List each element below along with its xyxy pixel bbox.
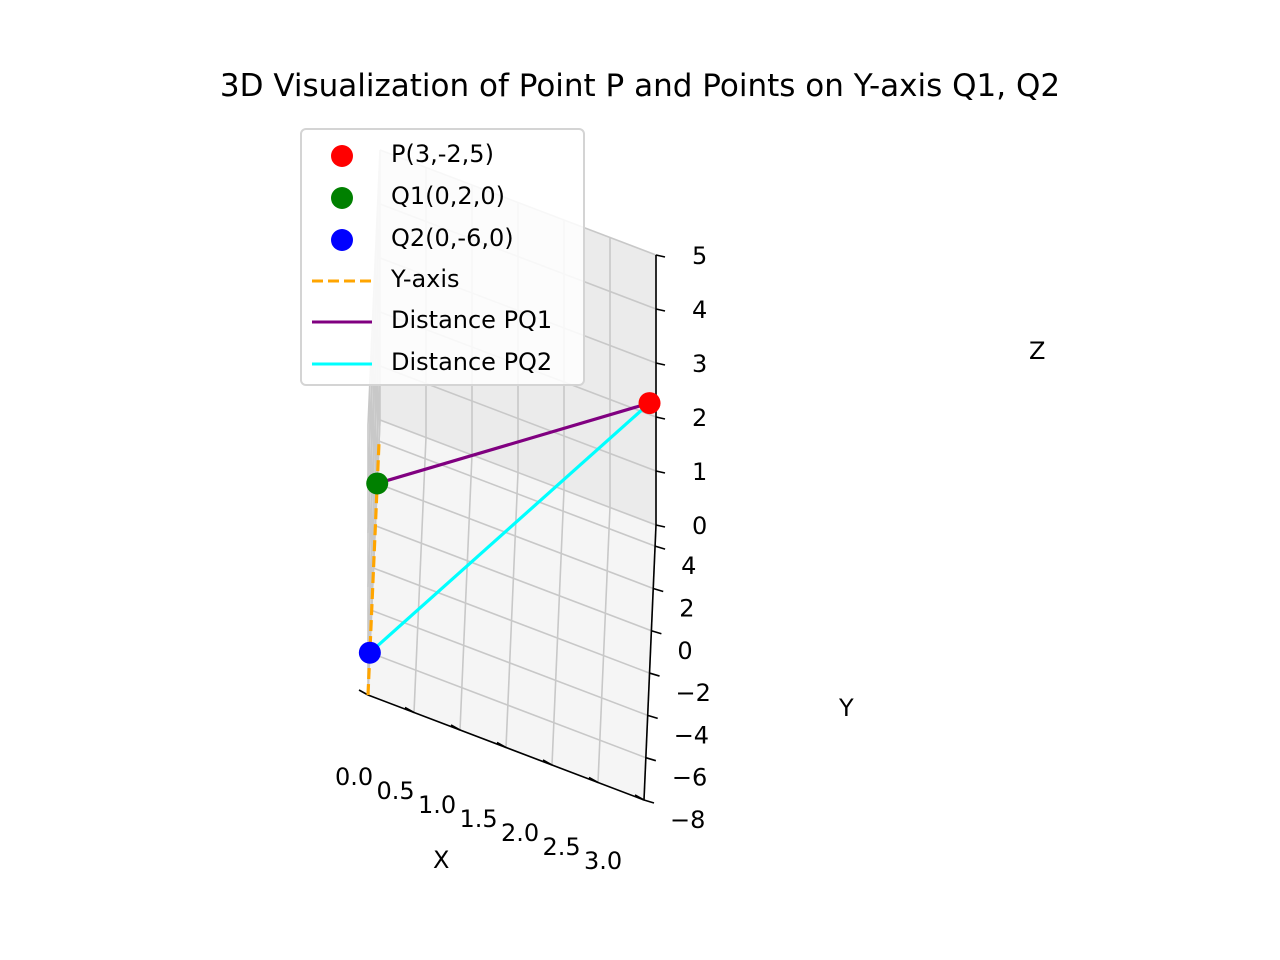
grid-line-y [371,609,648,717]
y-tick-mark [645,756,657,762]
z-tick-label: 1 [692,458,707,486]
z-tick-mark [655,254,666,258]
legend-line-pq1 [312,320,372,324]
z-tick-label: 4 [692,296,707,324]
z-tick-label: 5 [692,242,707,270]
y-tick-mark [653,587,664,593]
x-tick-label: 1.5 [460,805,498,833]
legend-item-p: P(3,-2,5) [302,136,583,176]
grid-line-x [505,472,519,748]
z-tick-mark [655,416,666,420]
legend-label-pq1: Distance PQ1 [391,306,553,334]
legend-item-pq1: Distance PQ1 [302,302,583,342]
legend-item-q2: Q2(0,-6,0) [302,220,583,260]
y-axis-line [643,524,657,801]
legend-label-p: P(3,-2,5) [391,140,494,168]
y-tick-label: 4 [681,552,696,580]
y-axis-label: Y [838,694,854,722]
x-tick-label: 1.0 [418,791,456,819]
grid-line-y [378,440,656,547]
x-tick-mark [542,759,553,766]
data-point-p [638,392,661,415]
grid-line-y [375,525,652,632]
grid-line-x [413,437,427,713]
z-tick-label: 0 [692,512,707,540]
grid-line-y [369,651,647,759]
grid-line-x [597,507,611,783]
data-point-q2 [358,641,381,664]
x-tick-mark [588,776,599,784]
x-tick-mark [496,741,507,749]
grid-line-y [376,482,654,590]
z-tick-mark [655,362,666,366]
y-tick-label: −4 [674,721,709,749]
series-line-distance-pq2 [368,401,651,654]
legend-label-y-axis: Y-axis [391,265,460,293]
data-point-q1 [366,472,389,495]
z-tick-label: 2 [692,404,707,432]
legend-label-q1: Q1(0,2,0) [391,182,505,210]
legend-marker-p [331,145,353,167]
x-tick-label: 3.0 [584,847,622,875]
series-line-distance-pq1 [376,401,650,485]
y-tick-mark [643,799,655,804]
y-tick-mark [647,714,658,720]
z-tick-mark [655,470,666,474]
grid-line-x [551,489,565,766]
chart-legend: P(3,-2,5) Q1(0,2,0) Q2(0,-6,0) Y-axis Di… [300,128,585,386]
x-tick-mark [450,724,461,731]
y-tick-label: −2 [676,679,711,707]
grid-line-y [373,567,650,674]
legend-item-y-axis: Y-axis [302,261,583,301]
x-tick-mark [634,794,645,801]
x-tick-label: 0.0 [335,763,373,791]
legend-line-pq2 [312,362,372,366]
z-tick-mark [655,524,666,528]
y-tick-mark [649,672,660,677]
chart-title: 3D Visualization of Point P and Points o… [219,68,1061,104]
grid-line-x [459,454,473,731]
x-tick-mark [404,706,415,714]
y-tick-mark [651,630,662,635]
y-tick-label: −6 [672,764,707,792]
legend-label-pq2: Distance PQ2 [391,348,553,376]
grid-line-z [367,365,381,642]
legend-marker-q2 [331,229,353,251]
legend-label-q2: Q2(0,-6,0) [391,224,514,252]
z-axis-label: Z [1029,337,1045,365]
legend-item-q1: Q1(0,2,0) [302,178,583,218]
x-tick-label: 0.5 [377,777,415,805]
y-tick-label: 2 [679,594,694,622]
x-tick-label: 2.0 [501,819,539,847]
x-tick-label: 2.5 [543,833,581,861]
legend-marker-q1 [331,187,353,209]
y-tick-label: −8 [670,806,705,834]
legend-line-y-axis [312,279,372,283]
z-tick-label: 3 [692,350,707,378]
z-tick-mark [655,308,666,312]
legend-item-pq2: Distance PQ2 [302,344,583,384]
y-tick-label: 0 [677,637,692,665]
grid-line-z [379,419,657,526]
y-tick-mark [654,545,666,550]
x-axis-label: X [433,846,449,874]
